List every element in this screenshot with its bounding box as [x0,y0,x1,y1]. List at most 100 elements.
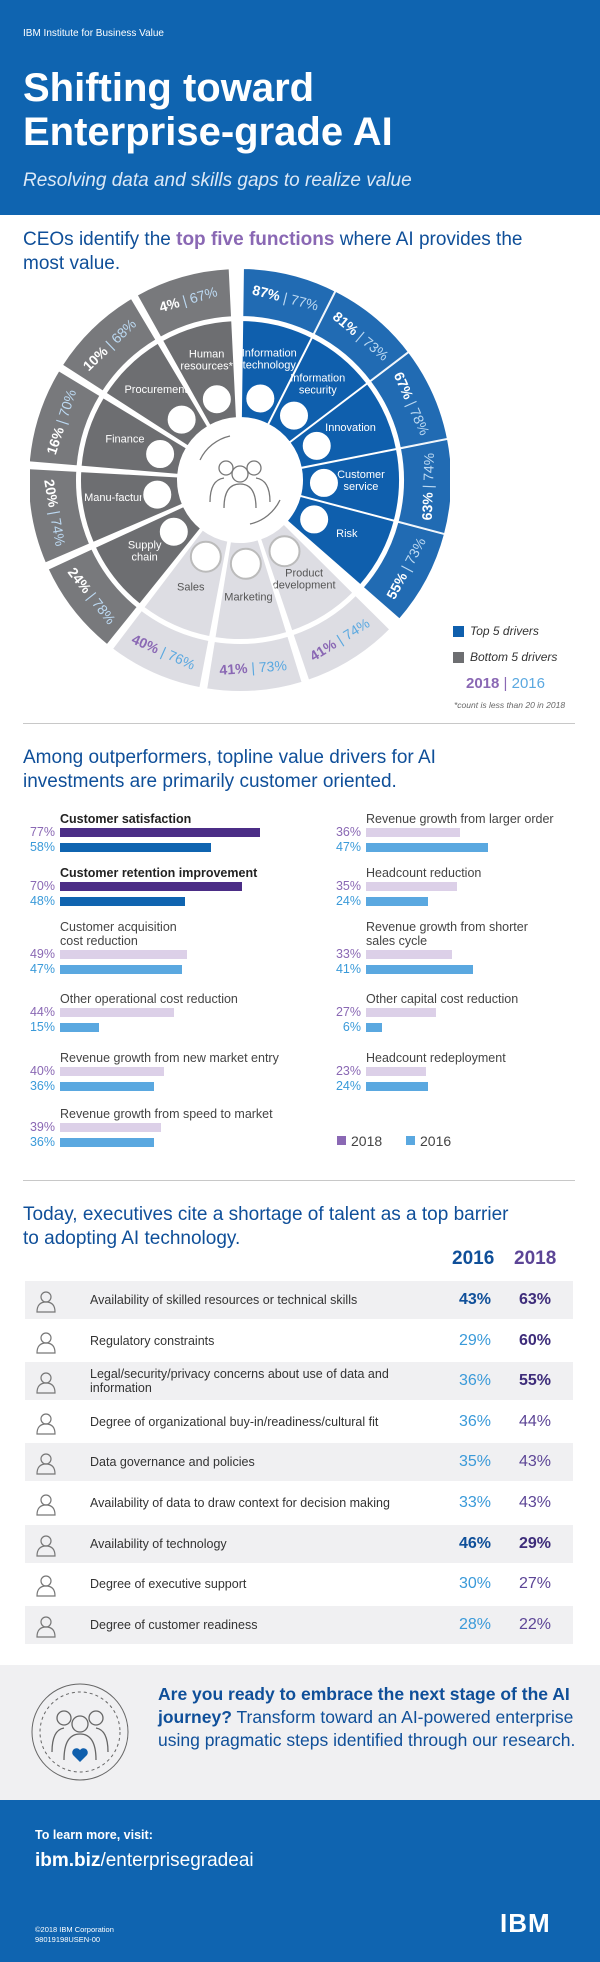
wheel-segment-label: Information security [290,372,345,396]
function-icon [298,503,331,536]
binary-data-icon [36,1494,56,1516]
function-icon [157,515,190,548]
function-icon [229,547,262,580]
bar-value-label: 33% [335,947,361,961]
bar-category-label: Headcount reduction [366,866,482,880]
barrier-label: Degree of customer readiness [90,1617,258,1632]
bar [60,828,261,837]
bar [366,897,429,906]
bar [366,1067,426,1076]
value-2018: 22% [518,1615,552,1633]
bar [366,1082,429,1091]
value-2018: 44% [518,1412,552,1430]
bar-value-label: 41% [335,962,361,976]
bar-category-label: Revenue growth from shorter sales cycle [366,920,528,948]
function-icon [141,478,174,511]
page-title: Shifting toward Enterprise-grade AI [23,66,393,154]
function-icon [165,403,198,436]
barrier-label: Availability of skilled resources or tec… [90,1293,358,1307]
graduate-icon [36,1291,56,1313]
divider-1 [23,723,575,724]
wheel-value-label: 87% | 77% [251,282,320,314]
bar [366,1008,437,1017]
section-1-title-line-2: most value. [23,253,121,274]
people-group-icon [199,435,281,525]
bar-value-label: 70% [29,879,55,893]
barrier-label: Degree of executive support [90,1577,247,1592]
section-3-title: Today, executives cite a shortage of tal… [23,1203,508,1251]
bar-value-label: 27% [335,1005,361,1019]
wheel-segment-label: Risk [336,528,358,540]
bar-value-label: 36% [29,1079,55,1093]
bar [60,843,211,852]
bar [60,950,188,959]
wheel-outer-segment [204,634,304,693]
value-2018: 29% [518,1534,552,1552]
institution-icon [36,1453,56,1475]
wheel-outer-segment [30,368,102,468]
section-1-title-post: where AI provides the [334,229,523,250]
wheel-segment-label: Information technology [242,348,297,372]
bar [60,1008,175,1017]
wheel-outer-segment [361,520,447,622]
copyright: ©2018 IBM Corporation [35,1925,114,1934]
section-2-title-line-2: investments are primarily customer orien… [23,771,397,792]
wheel-segment-label: Customer service [337,469,385,493]
barrier-label: Legal/security/privacy concerns about us… [90,1367,389,1396]
section-1-title-highlight: top five functions [176,229,335,250]
bar [366,882,457,891]
bar-category-label: Other operational cost reduction [60,992,238,1006]
table-row: Legal/security/privacy concerns about us… [25,1362,573,1401]
page-subtitle: Resolving data and skills gaps to realiz… [23,170,412,191]
bar-category-label: Revenue growth from new market entry [60,1051,279,1065]
wheel-footnote: *count is less than 20 in 2018 [454,700,566,710]
section-1-title: CEOs identify the top five functions whe… [23,228,522,276]
table-row: Regulatory constraints 29% 60% [25,1322,573,1360]
learn-more-label: To learn more, visit: [35,1828,153,1842]
value-2016: 36% [458,1372,492,1390]
value-2018: 60% [518,1331,552,1349]
wheel-outer-segment [30,467,92,565]
function-icon [189,540,222,573]
barrier-label: Data governance and policies [90,1455,255,1470]
thumbs-up-icon [36,1413,56,1435]
table-row: Availability of data to draw context for… [25,1484,573,1522]
bar-value-label: 58% [29,840,55,854]
legend-top-swatch [453,626,464,637]
people-heart-icon [31,1683,129,1781]
title-line-1: Shifting toward [23,66,315,110]
customer-heart-icon [36,1616,56,1638]
column-header-2016: 2016 [452,1248,495,1269]
function-icon [144,438,177,471]
bar-category-label: Revenue growth from speed to market [60,1107,273,1121]
document-code: 98019198USEN-00 [35,1935,101,1944]
function-icon [300,429,333,462]
wheel-segment-label: Manu-facturing [84,492,157,504]
wheel-outer-segment [135,268,234,340]
bar [60,882,242,891]
section-1-title-pre: CEOs identify the [23,229,177,250]
value-2016: 43% [458,1291,492,1308]
divider-2 [23,1180,575,1181]
wheel-segment-label: Finance [105,434,144,446]
bar-value-label: 39% [29,1120,55,1134]
call-to-action-panel: Are you ready to embrace the next stage … [0,1665,600,1800]
bar-category-label: Revenue growth from larger order [366,812,554,826]
bar [60,1138,154,1147]
legend-years: 2018 | 2016 [466,675,545,692]
legend-top-label: Top 5 drivers [470,624,539,638]
function-icon [200,383,233,416]
wheel-segment-label: Sales [177,582,205,594]
value-2018: 55% [518,1372,552,1390]
bar-value-label: 24% [335,1079,361,1093]
bar-value-label: 36% [335,825,361,839]
learn-more-link[interactable]: ibm.biz/enterprisegradeai [35,1850,254,1872]
bars-legend-2018-label: 2018 [351,1133,383,1149]
bar-value-label: 6% [342,1020,361,1034]
barrier-label: Degree of organizational buy-in/readines… [90,1414,379,1429]
functions-wheel-chart: Information technology 87% | 77% Informatio… [30,268,450,693]
wheel-center [182,422,298,538]
barrier-label: Availability of data to draw context for… [90,1496,390,1510]
bar-value-label: 49% [29,947,55,961]
title-line-2: Enterprise-grade AI [23,110,393,154]
